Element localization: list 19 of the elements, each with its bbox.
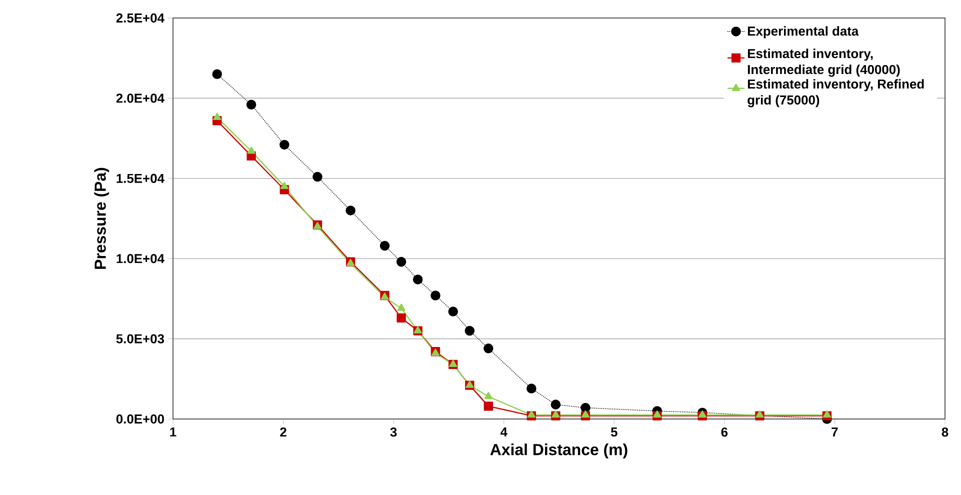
legend-label: Experimental data xyxy=(748,26,859,38)
x-tick-label: 7 xyxy=(832,428,838,436)
legend-label: Estimated inventory, Refined grid (75000) xyxy=(748,79,924,108)
x-tick-label: 4 xyxy=(500,428,508,436)
y-tick-label: 5.0E+03 xyxy=(116,334,164,344)
y-tick-label: 2.0E+04 xyxy=(116,94,164,103)
y-axis-title: Pressure (Pa) xyxy=(94,168,110,269)
y-tick-label: 0.0E+00 xyxy=(116,414,164,424)
legend-label: Estimated inventory, Intermediate grid (40000) xyxy=(748,48,900,77)
x-tick-label: 8 xyxy=(942,428,948,437)
x-axis-title: Axial Distance (m) xyxy=(490,444,628,458)
x-tick-label: 5 xyxy=(610,428,618,437)
y-tick-label: 1.5E+04 xyxy=(116,174,164,183)
y-tick-label: 2.5E+04 xyxy=(116,13,164,23)
x-tick-label: 3 xyxy=(390,428,397,437)
y-tick-label: 1.0E+04 xyxy=(116,254,164,264)
x-tick-label: 1 xyxy=(170,428,176,436)
x-tick-label: 6 xyxy=(721,428,728,437)
x-tick-label: 2 xyxy=(280,428,286,437)
